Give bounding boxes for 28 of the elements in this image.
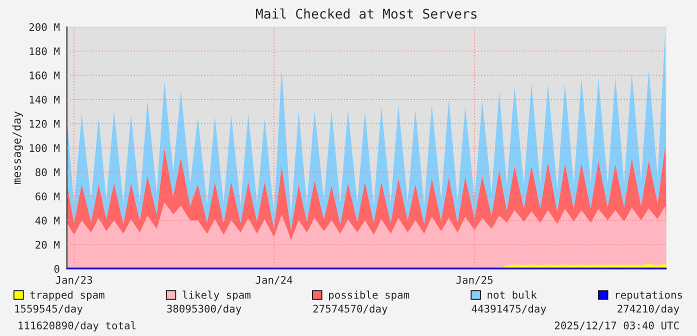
chart-title: Mail Checked at Most Servers <box>256 8 477 19</box>
x-tick-label: Jan/25 <box>456 276 493 285</box>
legend-label: trapped spam <box>30 290 104 301</box>
text: 111620890/day total <box>18 321 136 332</box>
y-tick-label: 140 M <box>30 96 60 104</box>
legend-label: possible spam <box>329 290 410 301</box>
legend-label: not bulk <box>488 290 537 299</box>
text: 1559545/day <box>15 304 83 315</box>
y-tick-label: 120 M <box>30 120 60 128</box>
legend-label: likely spam <box>182 290 250 301</box>
text: 44391475/day <box>472 304 546 315</box>
legend-label: reputations <box>616 290 682 301</box>
text: 27574570/day <box>313 304 388 315</box>
x-tick-label: Jan/24 <box>256 276 292 285</box>
y-tick-label: 20 M <box>36 240 60 249</box>
y-tick-label: 180 M <box>30 47 60 56</box>
y-axis-title: message/day <box>12 111 24 184</box>
y-tick-label: 100 M <box>30 144 60 152</box>
y-tick-label: 200 M <box>29 23 60 32</box>
x-tick-label: Jan/23 <box>56 276 92 285</box>
y-tick-label: 0 <box>54 265 60 273</box>
text: 38095300/day <box>167 304 242 315</box>
y-tick-label: 80 M <box>36 168 60 176</box>
text: 274210/day <box>618 304 680 315</box>
text: 2025/12/17 03:40 UTC <box>554 322 679 330</box>
y-tick-label: 160 M <box>30 72 60 80</box>
y-tick-label: 40 M <box>35 216 60 225</box>
y-tick-label: 60 M <box>36 192 60 200</box>
